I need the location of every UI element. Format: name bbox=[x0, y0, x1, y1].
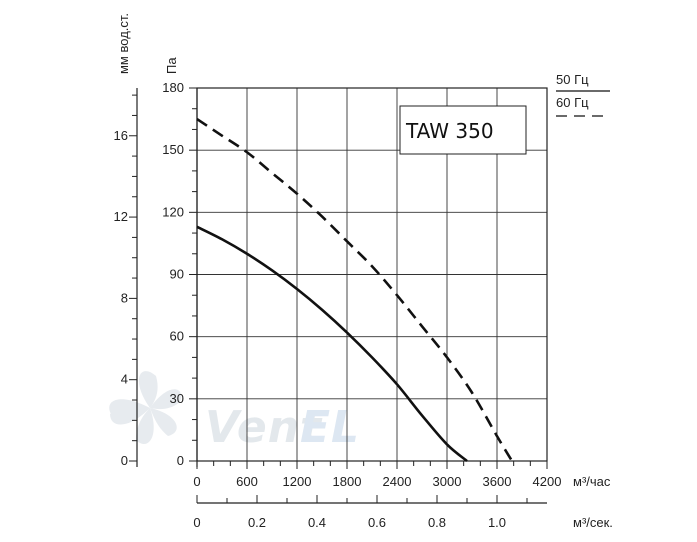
y2-axis-label-mm: мм вод.ст. bbox=[116, 13, 131, 74]
x2-tick-label-5: 1.0 bbox=[488, 515, 506, 530]
x-tick-label-0: 0 bbox=[193, 474, 200, 489]
y-tick-label-mm-3: 12 bbox=[114, 209, 128, 224]
x-tick-label-5: 3000 bbox=[433, 474, 462, 489]
y-tick-label-pa-4: 120 bbox=[162, 204, 184, 219]
x2-tick-label-2: 0.4 bbox=[308, 515, 326, 530]
chart-title: TAW 350 bbox=[405, 119, 494, 143]
y-tick-label-pa-0: 0 bbox=[177, 453, 184, 468]
svg-text:EL: EL bbox=[300, 402, 360, 453]
y-axis-label-pa: Па bbox=[164, 57, 179, 74]
x-axis-label: м³/час bbox=[573, 474, 611, 489]
x2-tick-label-3: 0.6 bbox=[368, 515, 386, 530]
series-line-50hz bbox=[196, 225, 468, 463]
title-box bbox=[399, 105, 527, 155]
x-tick-label-2: 1200 bbox=[283, 474, 312, 489]
y-tick-label-pa-5: 150 bbox=[162, 142, 184, 157]
x-axis-m3h: 0 600 1200 1800 2400 3000 3600 4200 bbox=[193, 461, 561, 489]
x-tick-label-6: 3600 bbox=[483, 474, 512, 489]
x-tick-label-1: 600 bbox=[236, 474, 258, 489]
y-tick-label-mm-1: 4 bbox=[121, 372, 128, 387]
legend-label-50hz: 50 Гц bbox=[556, 72, 589, 87]
y-tick-label-pa-6: 180 bbox=[162, 80, 184, 95]
x-tick-label-7: 4200 bbox=[533, 474, 562, 489]
x2-tick-label-0: 0 bbox=[193, 515, 200, 530]
y-tick-label-mm-4: 16 bbox=[114, 128, 128, 143]
y-tick-label-pa-3: 90 bbox=[170, 267, 184, 282]
y-axis-pa: 0 30 60 90 120 150 180 bbox=[162, 80, 198, 468]
svg-text:Vent: Vent bbox=[205, 402, 323, 453]
y-tick-label-mm-0: 0 bbox=[121, 453, 128, 468]
legend: 50 Гц 60 Гц bbox=[556, 72, 610, 117]
y-tick-label-mm-2: 8 bbox=[121, 290, 128, 305]
series-line-60hz bbox=[196, 117, 514, 462]
x-axis-m3s: 0 0.2 0.4 0.6 0.8 1.0 bbox=[193, 495, 547, 530]
x2-tick-label-1: 0.2 bbox=[248, 515, 266, 530]
y-axis-mm: 0 4 8 12 16 bbox=[114, 88, 138, 468]
series-layer bbox=[196, 117, 514, 463]
x2-tick-label-4: 0.8 bbox=[428, 515, 446, 530]
y-tick-label-pa-2: 60 bbox=[170, 329, 184, 344]
x-tick-label-3: 1800 bbox=[333, 474, 362, 489]
x2-axis-label: м³/сек. bbox=[573, 515, 613, 530]
watermark-logo: Vent EL bbox=[109, 371, 360, 453]
legend-label-60hz: 60 Гц bbox=[556, 95, 589, 110]
y-tick-label-pa-1: 30 bbox=[170, 391, 184, 406]
x-tick-label-4: 2400 bbox=[383, 474, 412, 489]
